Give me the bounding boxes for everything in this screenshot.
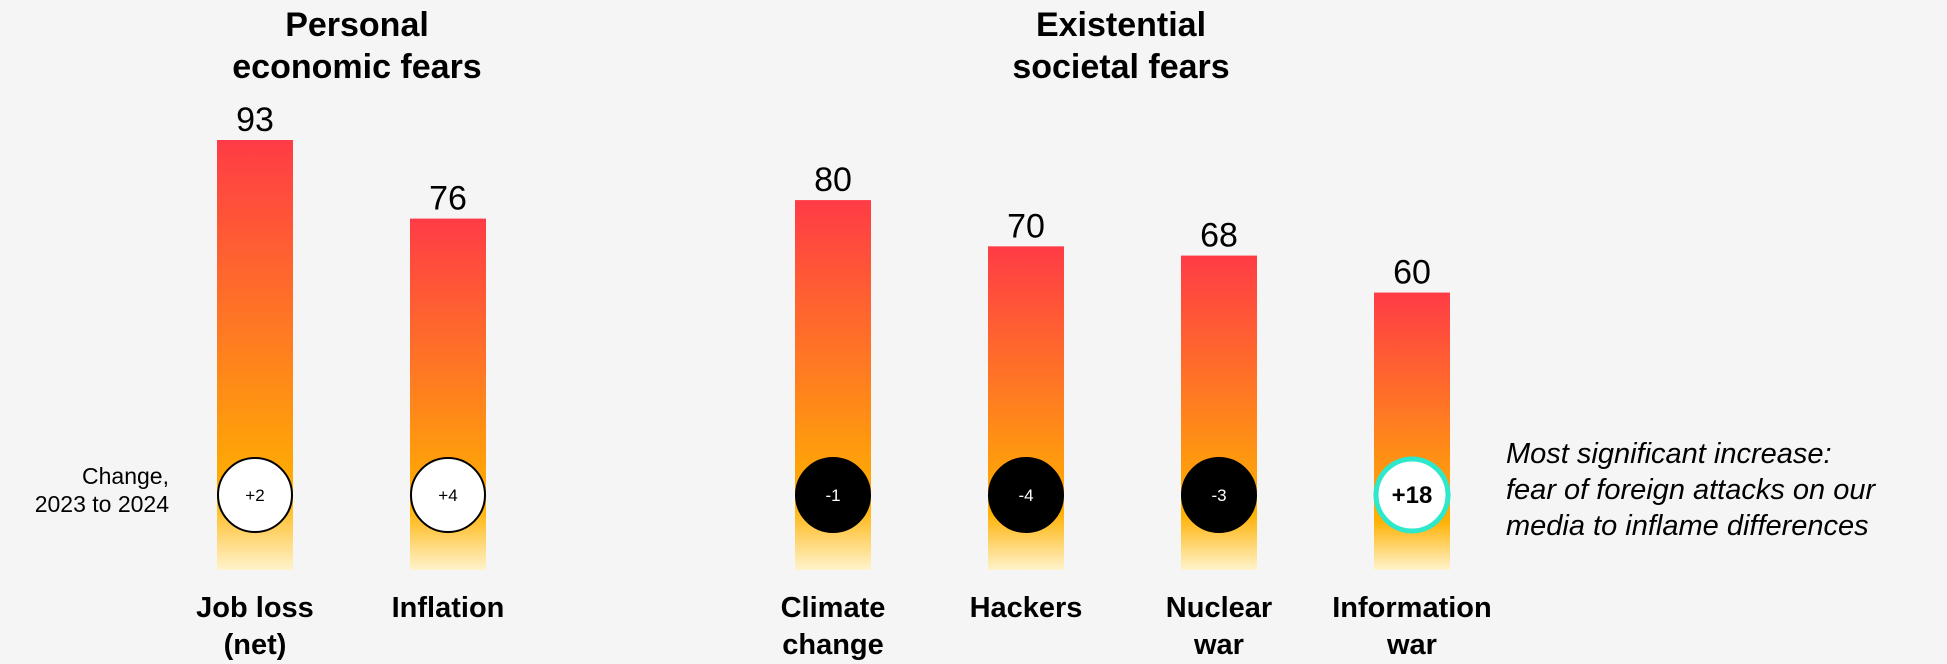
change-label-line2: 2023 to 2024 [34,491,169,517]
change-label-1: +4 [438,486,457,505]
category-label-4-line2: war [1193,629,1244,661]
category-label-4: Nuclear [1166,592,1272,624]
category-label-0-line2: (net) [224,629,287,661]
change-circle-4 [1181,457,1257,533]
group-title-personal-line1: Personal [285,6,429,44]
change-circle-5 [1373,456,1451,534]
group-title-existential-line2: societal fears [1012,48,1230,86]
change-circle-0 [217,457,293,533]
change-circle-1 [410,457,486,533]
change-circle-3 [988,457,1064,533]
change-circle-2 [795,457,871,533]
value-label-1: 76 [429,180,467,218]
category-label-5-line2: war [1386,629,1437,661]
category-label-2: Climate [781,592,886,624]
category-label-1: Inflation [392,592,505,624]
category-label-3: Hackers [970,592,1083,624]
value-label-2: 80 [814,161,852,199]
change-label-4: -3 [1211,486,1226,505]
value-label-5: 60 [1393,254,1431,292]
highlight-note-line2: fear of foreign attacks on our [1506,474,1876,506]
group-title-existential: Existential societal fears [941,4,1301,88]
change-label-2: -1 [825,486,840,505]
highlight-note-line3: media to inflame differences [1506,510,1869,542]
category-label-0: Job loss [196,592,314,624]
change-label: Change, 2023 to 2024 [0,462,169,518]
change-label-3: -4 [1018,486,1033,505]
value-label-3: 70 [1007,207,1045,245]
category-label-2-line2: change [782,629,884,661]
value-label-4: 68 [1200,217,1238,255]
highlight-note: Most significant increase: fear of forei… [1506,436,1936,544]
group-title-personal-line2: economic fears [232,48,482,86]
change-label-5: +18 [1392,482,1433,509]
group-title-personal: Personal economic fears [177,4,537,88]
group-title-existential-line1: Existential [1035,6,1207,44]
category-label-5: Information [1332,592,1492,624]
value-label-0: 93 [236,101,274,139]
highlight-note-line1: Most significant increase: [1506,438,1832,470]
change-label-0: +2 [245,486,264,505]
change-label-line1: Change, [82,463,169,489]
